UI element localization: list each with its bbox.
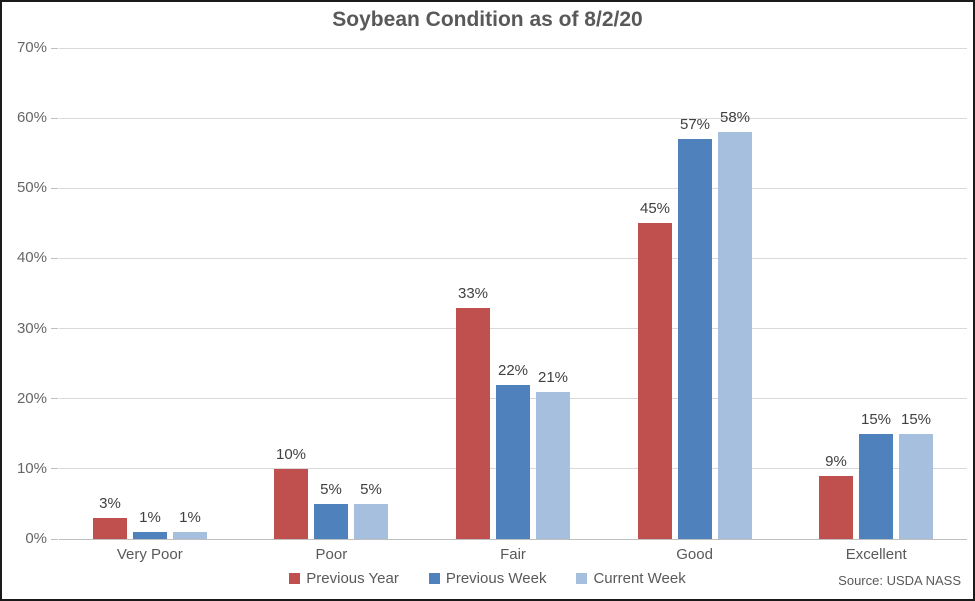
bar-previous-year <box>274 469 308 539</box>
bar-previous-week <box>496 385 530 539</box>
plot-area: 3% 1% 1% 10% 5% 5% 33% 22% 21% 45% 57% 58% 9% 15% 15% <box>59 47 967 540</box>
bar-value-label: 5% <box>360 481 382 498</box>
category-label: Fair <box>500 546 526 563</box>
y-tick <box>51 257 58 259</box>
legend: Previous Year Previous Week Current Week <box>2 570 973 587</box>
y-tick <box>51 468 58 470</box>
category-label: Good <box>676 546 713 563</box>
bar-current-week <box>718 132 752 539</box>
y-tick <box>51 328 58 330</box>
legend-label: Previous Year <box>306 570 399 587</box>
bar-previous-week <box>678 139 712 539</box>
y-tick-label: 10% <box>16 459 47 477</box>
bar-current-week <box>899 434 933 539</box>
legend-label: Previous Week <box>445 570 547 587</box>
y-tick <box>51 117 58 119</box>
bar-value-label: 33% <box>457 285 489 302</box>
legend-item: Previous Week <box>428 570 547 587</box>
bar-value-label: 5% <box>320 481 342 498</box>
bar-previous-week <box>314 504 348 539</box>
bar-value-label: 57% <box>679 116 711 133</box>
bar-value-label: 21% <box>537 369 569 386</box>
gridline <box>59 47 967 49</box>
bar-value-label: 15% <box>860 411 892 428</box>
gridline <box>59 328 967 330</box>
bar-value-label: 1% <box>179 509 201 526</box>
bar-previous-year <box>819 476 853 539</box>
y-tick <box>51 398 58 400</box>
bar-value-label: 3% <box>99 495 121 512</box>
bar-previous-year <box>456 308 490 539</box>
y-tick-label: 30% <box>16 319 47 337</box>
bar-previous-year <box>638 223 672 539</box>
bar-value-label: 22% <box>497 362 529 379</box>
source-note: Source: USDA NASS <box>838 573 961 588</box>
y-tick-label: 70% <box>16 39 47 56</box>
y-tick-label: 0% <box>25 530 47 547</box>
gridline <box>59 257 967 259</box>
category-label: Poor <box>315 546 348 563</box>
y-tick-label: 60% <box>16 109 47 127</box>
legend-swatch-icon <box>576 573 588 584</box>
bar-value-label: 1% <box>139 509 161 526</box>
bar-previous-week <box>133 532 167 539</box>
bar-value-label: 58% <box>719 109 751 126</box>
gridline <box>59 117 967 119</box>
y-tick <box>51 187 58 189</box>
bar-current-week <box>354 504 388 539</box>
y-tick <box>51 47 58 49</box>
y-tick-label: 40% <box>16 249 47 267</box>
bar-previous-week <box>859 434 893 539</box>
y-tick-label: 50% <box>16 179 47 197</box>
y-tick <box>51 538 58 540</box>
y-tick-label: 20% <box>16 389 47 407</box>
legend-swatch-icon <box>289 573 301 584</box>
bar-value-label: 9% <box>825 453 847 470</box>
bar-current-week <box>173 532 207 539</box>
bar-value-label: 15% <box>900 411 932 428</box>
chart-title: Soybean Condition as of 8/2/20 <box>332 8 643 31</box>
bar-value-label: 10% <box>275 446 307 463</box>
legend-label: Current Week <box>593 570 686 587</box>
bar-value-label: 45% <box>639 200 671 217</box>
bar-current-week <box>536 392 570 539</box>
x-axis-line <box>59 538 967 540</box>
legend-swatch-icon <box>428 573 440 584</box>
legend-item: Previous Year <box>289 570 399 587</box>
category-label: Excellent <box>845 546 907 563</box>
category-label: Very Poor <box>116 546 183 563</box>
gridline <box>59 187 967 189</box>
legend-item: Current Week <box>576 570 686 587</box>
bar-previous-year <box>93 518 127 539</box>
